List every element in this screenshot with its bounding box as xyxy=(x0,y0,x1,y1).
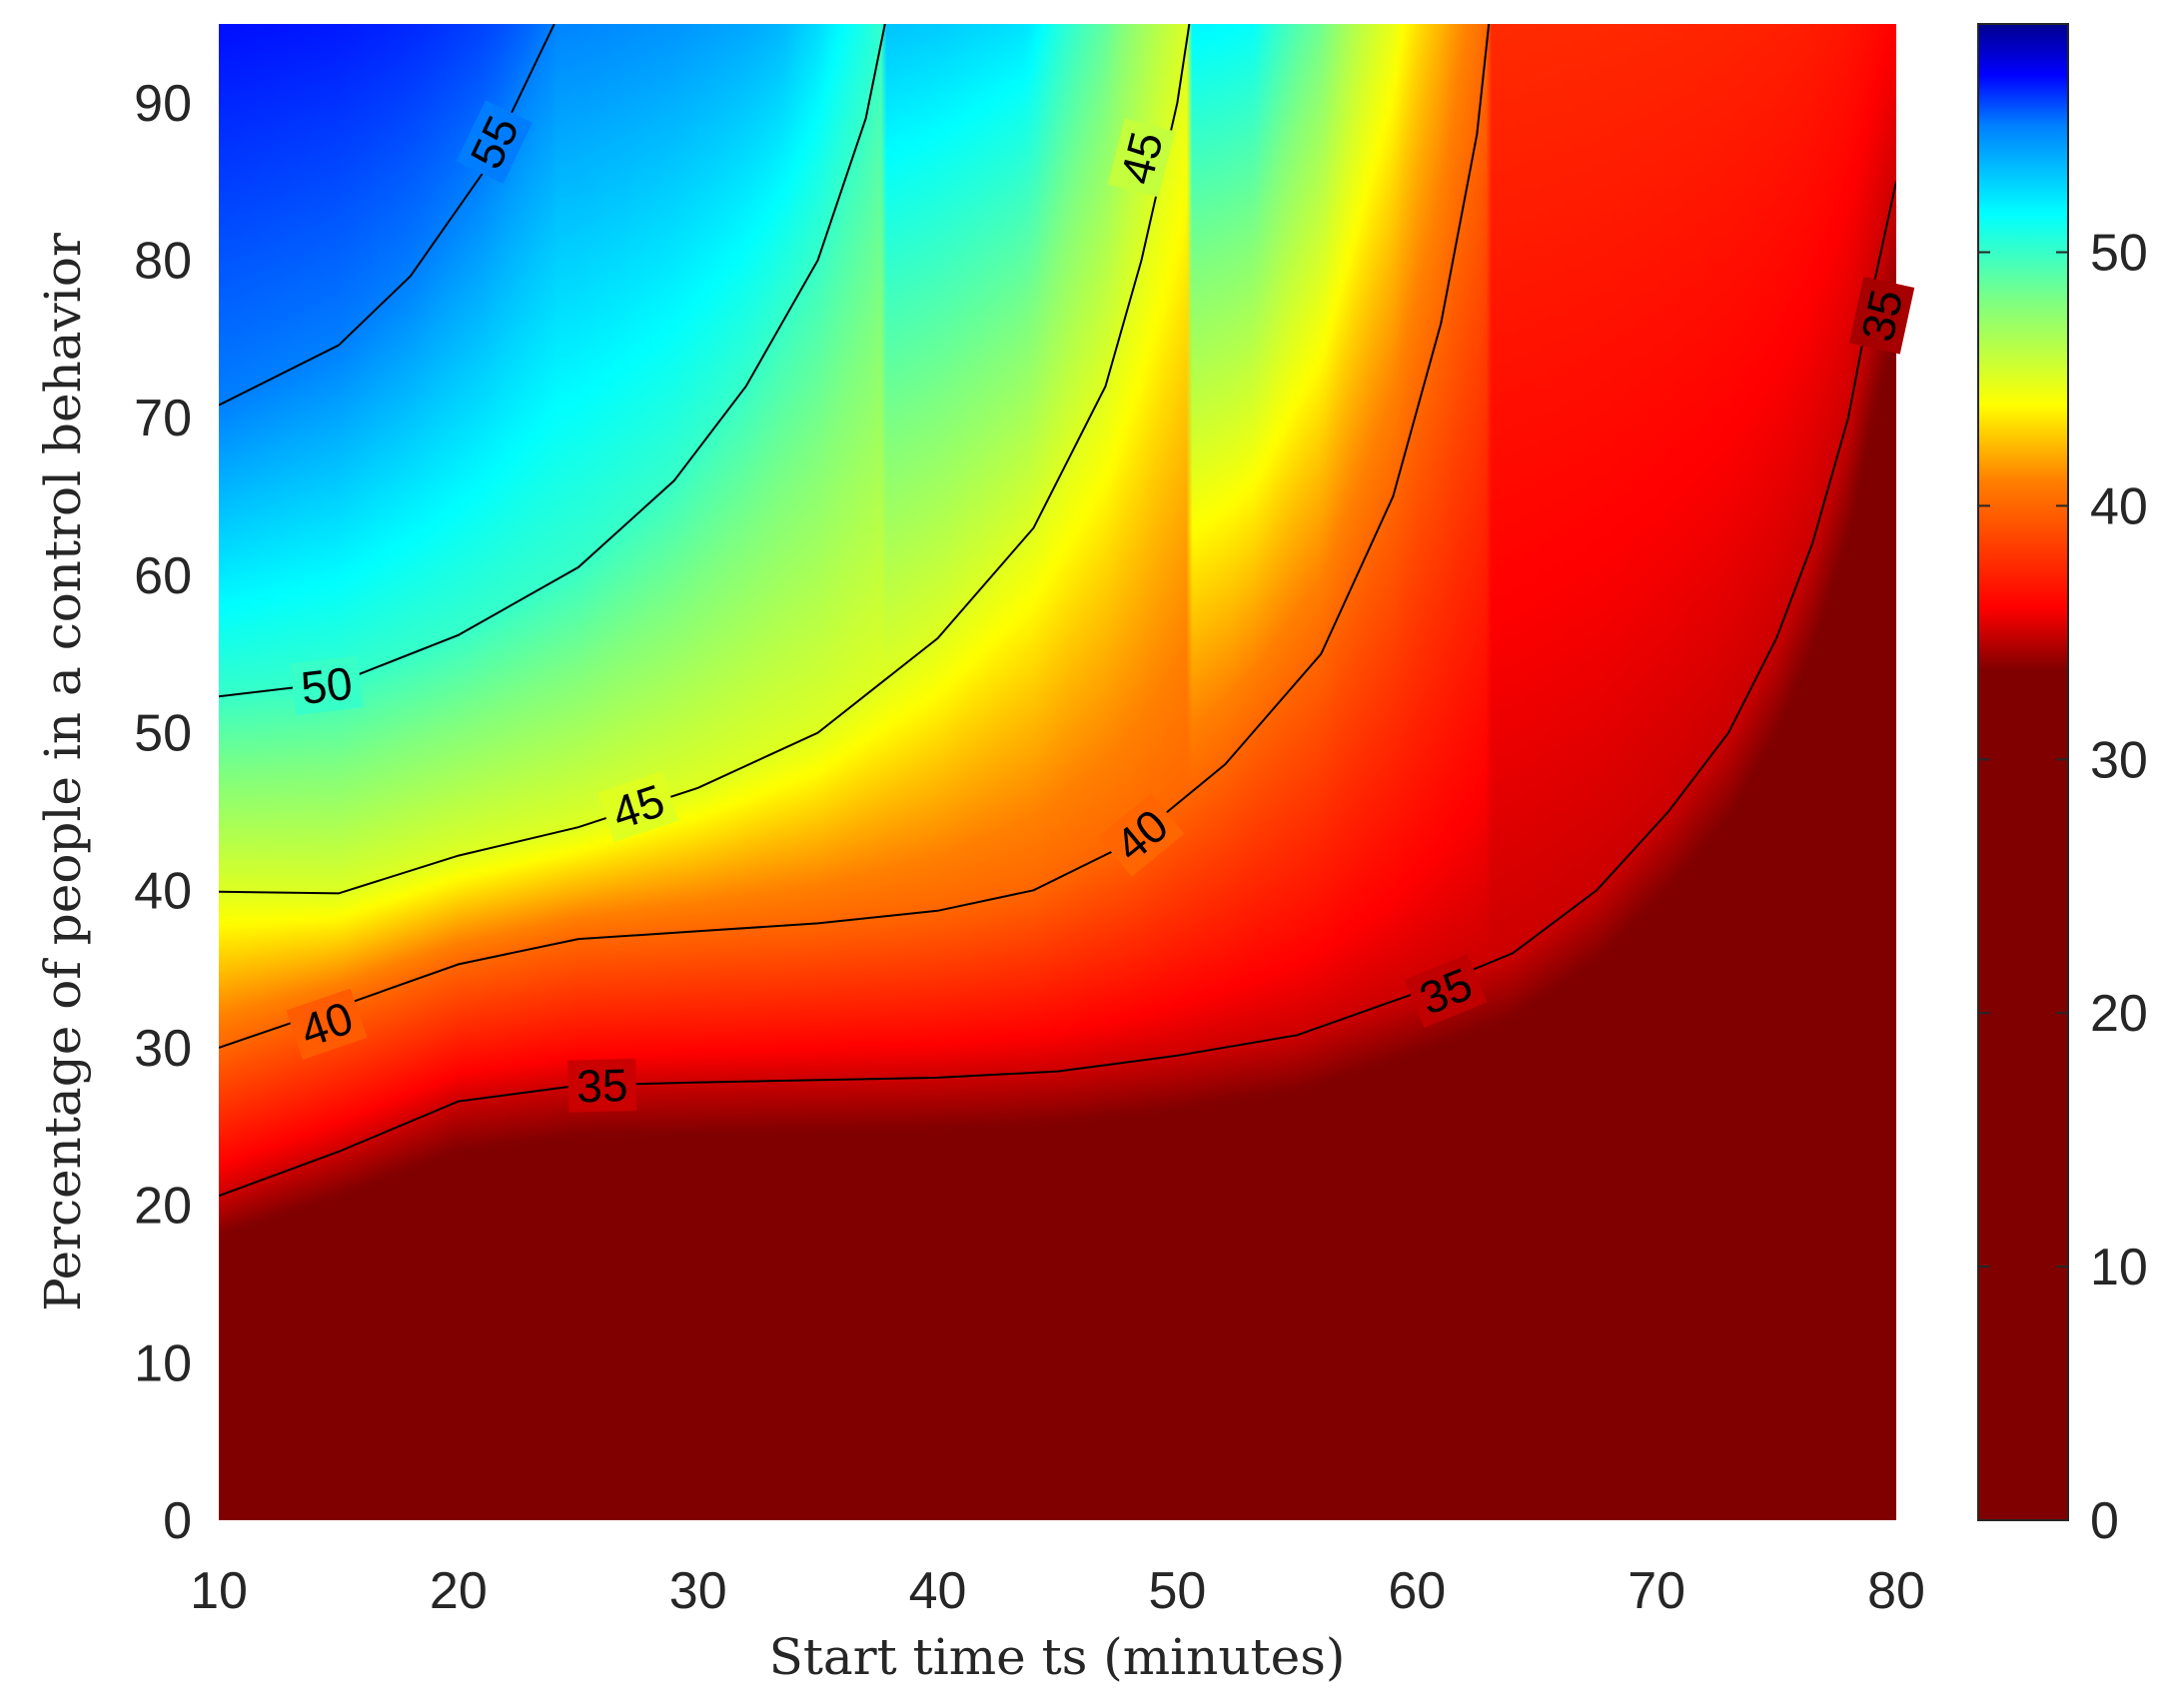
x-tick-label: 40 xyxy=(909,1562,967,1620)
contour-label-35: 35 xyxy=(1851,285,1913,346)
colorbar-tick-label: 0 xyxy=(2090,1492,2119,1550)
colorbar-tick-label: 30 xyxy=(2090,731,2148,789)
x-tick-label: 30 xyxy=(669,1562,727,1620)
contour-label-45: 45 xyxy=(1110,127,1173,189)
y-tick-label: 20 xyxy=(134,1178,192,1236)
contour-label-knockout xyxy=(1107,118,1176,198)
x-tick-label: 60 xyxy=(1388,1562,1446,1620)
y-axis-ticks: 0 10 20 30 40 50 60 70 80 90 xyxy=(134,75,192,1550)
heatmap-field xyxy=(219,24,1896,1520)
y-tick-label: 80 xyxy=(134,233,192,291)
x-tick-label: 50 xyxy=(1149,1562,1207,1620)
y-axis-title: Percentage of people in a control behavi… xyxy=(34,233,92,1311)
colorbar-tick-label: 40 xyxy=(2090,477,2148,535)
colorbar-gradient xyxy=(1978,24,2068,1520)
colorbar-tick-label: 10 xyxy=(2090,1239,2148,1296)
contour-label-group: 35 xyxy=(567,1058,637,1113)
y-tick-label: 30 xyxy=(134,1020,192,1078)
colorbar-tick-label: 20 xyxy=(2090,985,2148,1043)
contour-label-35: 35 xyxy=(576,1059,629,1112)
x-tick-label: 20 xyxy=(430,1562,488,1620)
y-tick-label: 60 xyxy=(134,547,192,605)
y-tick-label: 90 xyxy=(134,75,192,133)
x-tick-label: 70 xyxy=(1628,1562,1685,1620)
colorbar: 0 10 20 30 40 50 xyxy=(1977,23,2148,1550)
y-tick-label: 70 xyxy=(134,390,192,447)
contour-label-knockout xyxy=(290,655,364,716)
contour-label-knockout xyxy=(286,988,368,1060)
x-tick-label: 10 xyxy=(190,1562,248,1620)
contour-label-group: 35 xyxy=(1848,276,1915,355)
y-tick-label: 0 xyxy=(163,1492,192,1550)
contour-label-50: 50 xyxy=(298,656,355,714)
contour-line-45 xyxy=(219,24,1191,895)
contour-label-knockout xyxy=(1848,276,1915,355)
colorbar-tick-label: 50 xyxy=(2090,225,2148,283)
y-tick-label: 40 xyxy=(134,862,192,920)
colorbar-frame xyxy=(1977,23,2069,1521)
y-tick-label: 10 xyxy=(134,1334,192,1392)
contour-line-50 xyxy=(219,24,886,698)
contour-label-group: 50 xyxy=(290,655,364,716)
contour-label-group: 45 xyxy=(1107,118,1176,198)
x-tick-label: 80 xyxy=(1867,1562,1925,1620)
contour-label-knockout xyxy=(1404,954,1488,1029)
contour-label-knockout xyxy=(1098,793,1185,877)
contour-label-knockout xyxy=(567,1058,637,1113)
contour-line-40 xyxy=(219,24,1491,1049)
colorbar-ticks: 0 10 20 30 40 50 xyxy=(1978,225,2148,1550)
contour-label-knockout xyxy=(597,771,679,843)
y-tick-label: 50 xyxy=(134,705,192,763)
x-axis-title: Start time ts (minutes) xyxy=(769,1628,1346,1686)
x-axis-ticks: 10 20 30 40 50 60 70 80 xyxy=(190,1562,1925,1620)
contour-label-knockout xyxy=(456,100,533,185)
